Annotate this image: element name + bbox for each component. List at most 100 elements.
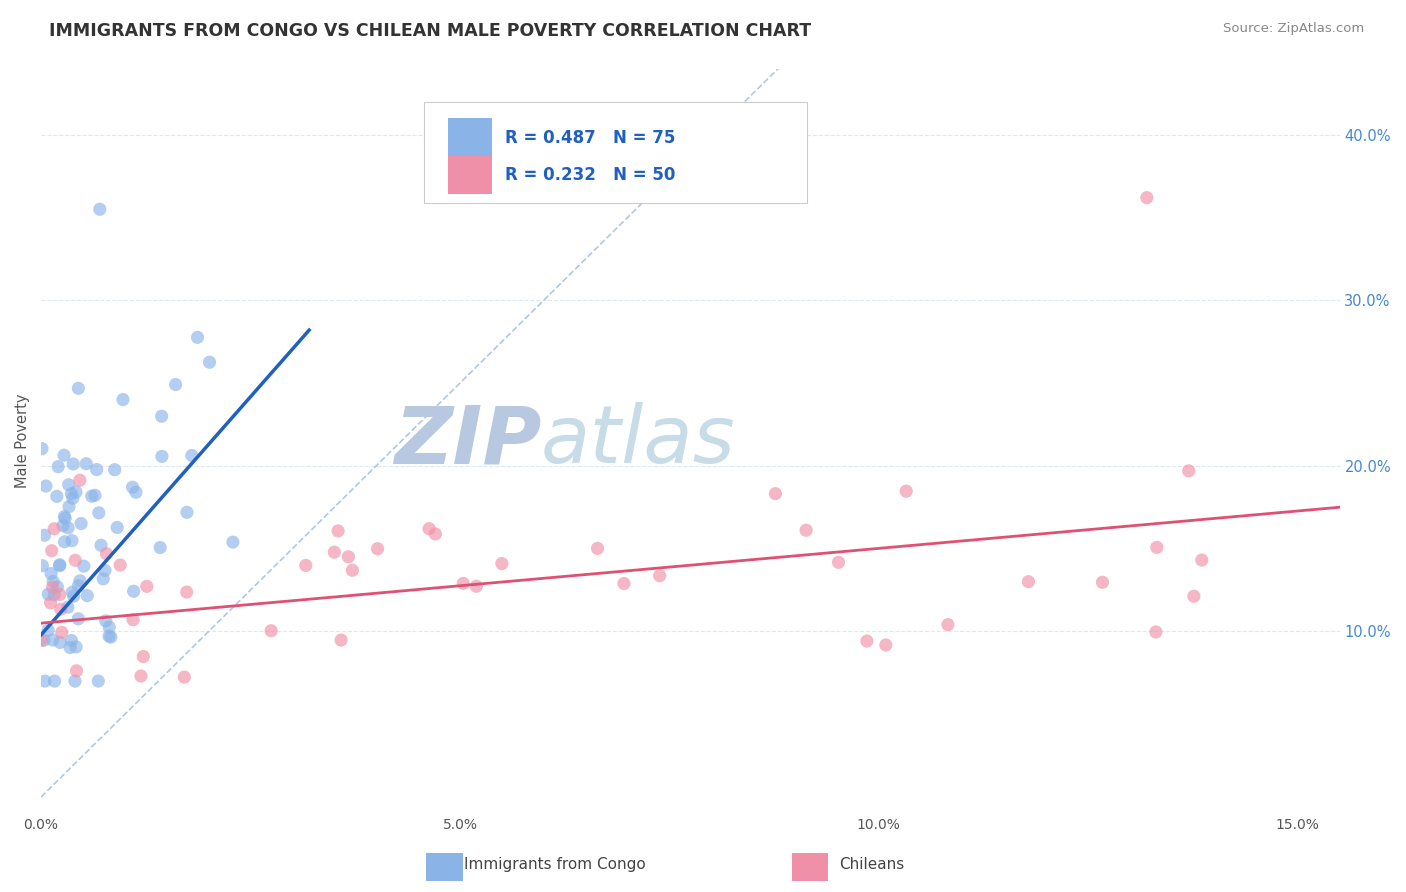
FancyBboxPatch shape	[447, 156, 492, 194]
Point	[1017, 574, 1039, 589]
Point	[96, 547, 118, 561]
Point	[37, 587, 59, 601]
Point	[70, 516, 93, 531]
Point	[49, 602, 72, 616]
Point	[39, 566, 62, 581]
Point	[1177, 464, 1199, 478]
Point	[367, 541, 389, 556]
Point	[1136, 191, 1159, 205]
Point	[90, 538, 112, 552]
Point	[150, 409, 173, 424]
Point	[60, 585, 83, 599]
Point	[222, 535, 245, 549]
Point	[53, 511, 76, 525]
Point	[1146, 541, 1168, 555]
Point	[60, 486, 83, 500]
Text: Chileans: Chileans	[839, 857, 904, 872]
Point	[330, 633, 353, 648]
Point	[34, 528, 56, 542]
Text: IMMIGRANTS FROM CONGO VS CHILEAN MALE POVERTY CORRELATION CHART: IMMIGRANTS FROM CONGO VS CHILEAN MALE PO…	[49, 22, 811, 40]
Point	[856, 634, 879, 648]
Point	[58, 478, 80, 492]
Point	[586, 541, 609, 556]
Point	[125, 485, 148, 500]
Point	[84, 488, 107, 502]
Point	[63, 674, 86, 689]
Point	[453, 576, 475, 591]
Point	[73, 559, 96, 574]
Point	[613, 576, 636, 591]
Point	[56, 521, 79, 535]
Point	[67, 612, 90, 626]
Point	[104, 463, 127, 477]
Point	[186, 330, 208, 344]
Text: Immigrants from Congo: Immigrants from Congo	[464, 857, 647, 872]
Point	[67, 381, 90, 395]
Point	[763, 486, 786, 500]
Point	[122, 613, 145, 627]
Point	[48, 558, 70, 572]
FancyBboxPatch shape	[447, 119, 492, 157]
Point	[76, 589, 98, 603]
Point	[75, 457, 97, 471]
Point	[180, 449, 202, 463]
Point	[35, 479, 58, 493]
Point	[260, 624, 283, 638]
Point	[45, 489, 67, 503]
Point	[53, 448, 76, 462]
Point	[132, 649, 155, 664]
Point	[69, 473, 91, 487]
Point	[41, 543, 63, 558]
Point	[60, 533, 83, 548]
Point	[150, 450, 173, 464]
Point	[52, 518, 75, 533]
Point	[49, 635, 72, 649]
Point	[51, 625, 73, 640]
Point	[149, 541, 172, 555]
Point	[89, 202, 111, 217]
Point	[1182, 589, 1205, 603]
Point	[91, 572, 114, 586]
Point	[65, 640, 87, 654]
Point	[425, 527, 447, 541]
Point	[46, 580, 69, 594]
Point	[98, 620, 121, 634]
Point	[323, 545, 346, 559]
Point	[294, 558, 316, 573]
Point	[94, 563, 117, 577]
Point	[198, 355, 221, 369]
Point	[491, 557, 513, 571]
Point	[105, 520, 128, 534]
Text: atlas: atlas	[541, 402, 735, 480]
Point	[896, 484, 918, 499]
Point	[80, 489, 103, 503]
Point	[59, 640, 82, 655]
Point	[176, 505, 198, 519]
Point	[69, 574, 91, 588]
Point	[56, 600, 79, 615]
Point	[176, 585, 198, 599]
Point	[173, 670, 195, 684]
Text: R = 0.232   N = 50: R = 0.232 N = 50	[505, 166, 675, 184]
Text: Source: ZipAtlas.com: Source: ZipAtlas.com	[1223, 22, 1364, 36]
Point	[62, 457, 84, 471]
Point	[62, 491, 84, 506]
Point	[87, 506, 110, 520]
Point	[936, 617, 959, 632]
Point	[60, 633, 83, 648]
Point	[121, 480, 143, 494]
Point	[58, 500, 80, 514]
Point	[875, 638, 897, 652]
Point	[34, 674, 56, 689]
Point	[42, 574, 65, 589]
Point	[67, 579, 90, 593]
Point	[41, 632, 63, 647]
Point	[98, 629, 121, 643]
Point	[32, 633, 55, 648]
Point	[648, 568, 671, 582]
Point	[827, 555, 849, 569]
Text: ZIP: ZIP	[394, 402, 541, 480]
Point	[1144, 624, 1167, 639]
Point	[53, 534, 76, 549]
FancyBboxPatch shape	[425, 102, 807, 202]
